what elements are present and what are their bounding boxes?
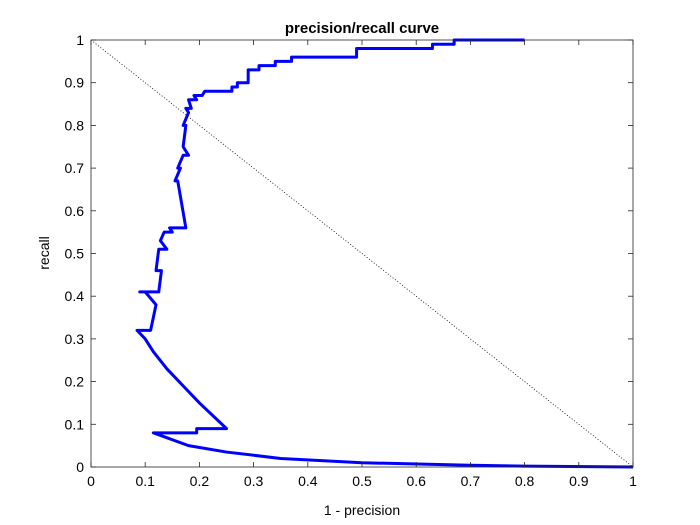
y-tick-label: 0.3 — [65, 331, 85, 347]
x-tick-label: 0.7 — [461, 473, 481, 489]
y-tick-label: 0.8 — [65, 117, 85, 133]
chart-title: precision/recall curve — [285, 20, 439, 37]
x-tick-label: 0.4 — [298, 473, 318, 489]
x-tick-label: 0.5 — [352, 473, 372, 489]
y-tick-label: 0.5 — [65, 246, 85, 262]
y-tick-label: 1 — [76, 32, 84, 48]
x-tick-label: 0.1 — [135, 473, 155, 489]
y-tick-label: 0.9 — [65, 75, 85, 91]
plot-series — [90, 38, 634, 469]
x-axis-label: 1 - precision — [324, 502, 400, 518]
y-tick-label: 0.6 — [65, 203, 85, 219]
y-axis-label: recall — [36, 236, 52, 269]
y-tick-label: 0.2 — [65, 374, 85, 390]
y-tick-label: 0.4 — [65, 288, 85, 304]
x-axis-ticks: 0 0.1 0.2 0.3 0.4 0.5 0.6 0.7 0.8 0.9 1 — [87, 40, 637, 489]
x-tick-label: 1 — [629, 473, 637, 489]
y-tick-label: 0.7 — [65, 160, 85, 176]
x-tick-label: 0 — [87, 473, 95, 489]
y-tick-label: 0.1 — [65, 416, 85, 432]
y-axis-ticks: 0 0.1 0.2 0.3 0.4 0.5 0.6 0.7 0.8 0.9 1 — [65, 32, 633, 475]
y-tick-label: 0 — [76, 459, 84, 475]
x-tick-label: 0.8 — [515, 473, 535, 489]
plot-frame — [90, 39, 634, 468]
x-tick-label: 0.2 — [190, 473, 210, 489]
diagonal-reference-line — [90, 39, 634, 468]
x-tick-label: 0.6 — [406, 473, 426, 489]
x-tick-label: 0.3 — [244, 473, 264, 489]
x-tick-label: 0.9 — [569, 473, 589, 489]
precision-recall-line — [135, 38, 634, 469]
